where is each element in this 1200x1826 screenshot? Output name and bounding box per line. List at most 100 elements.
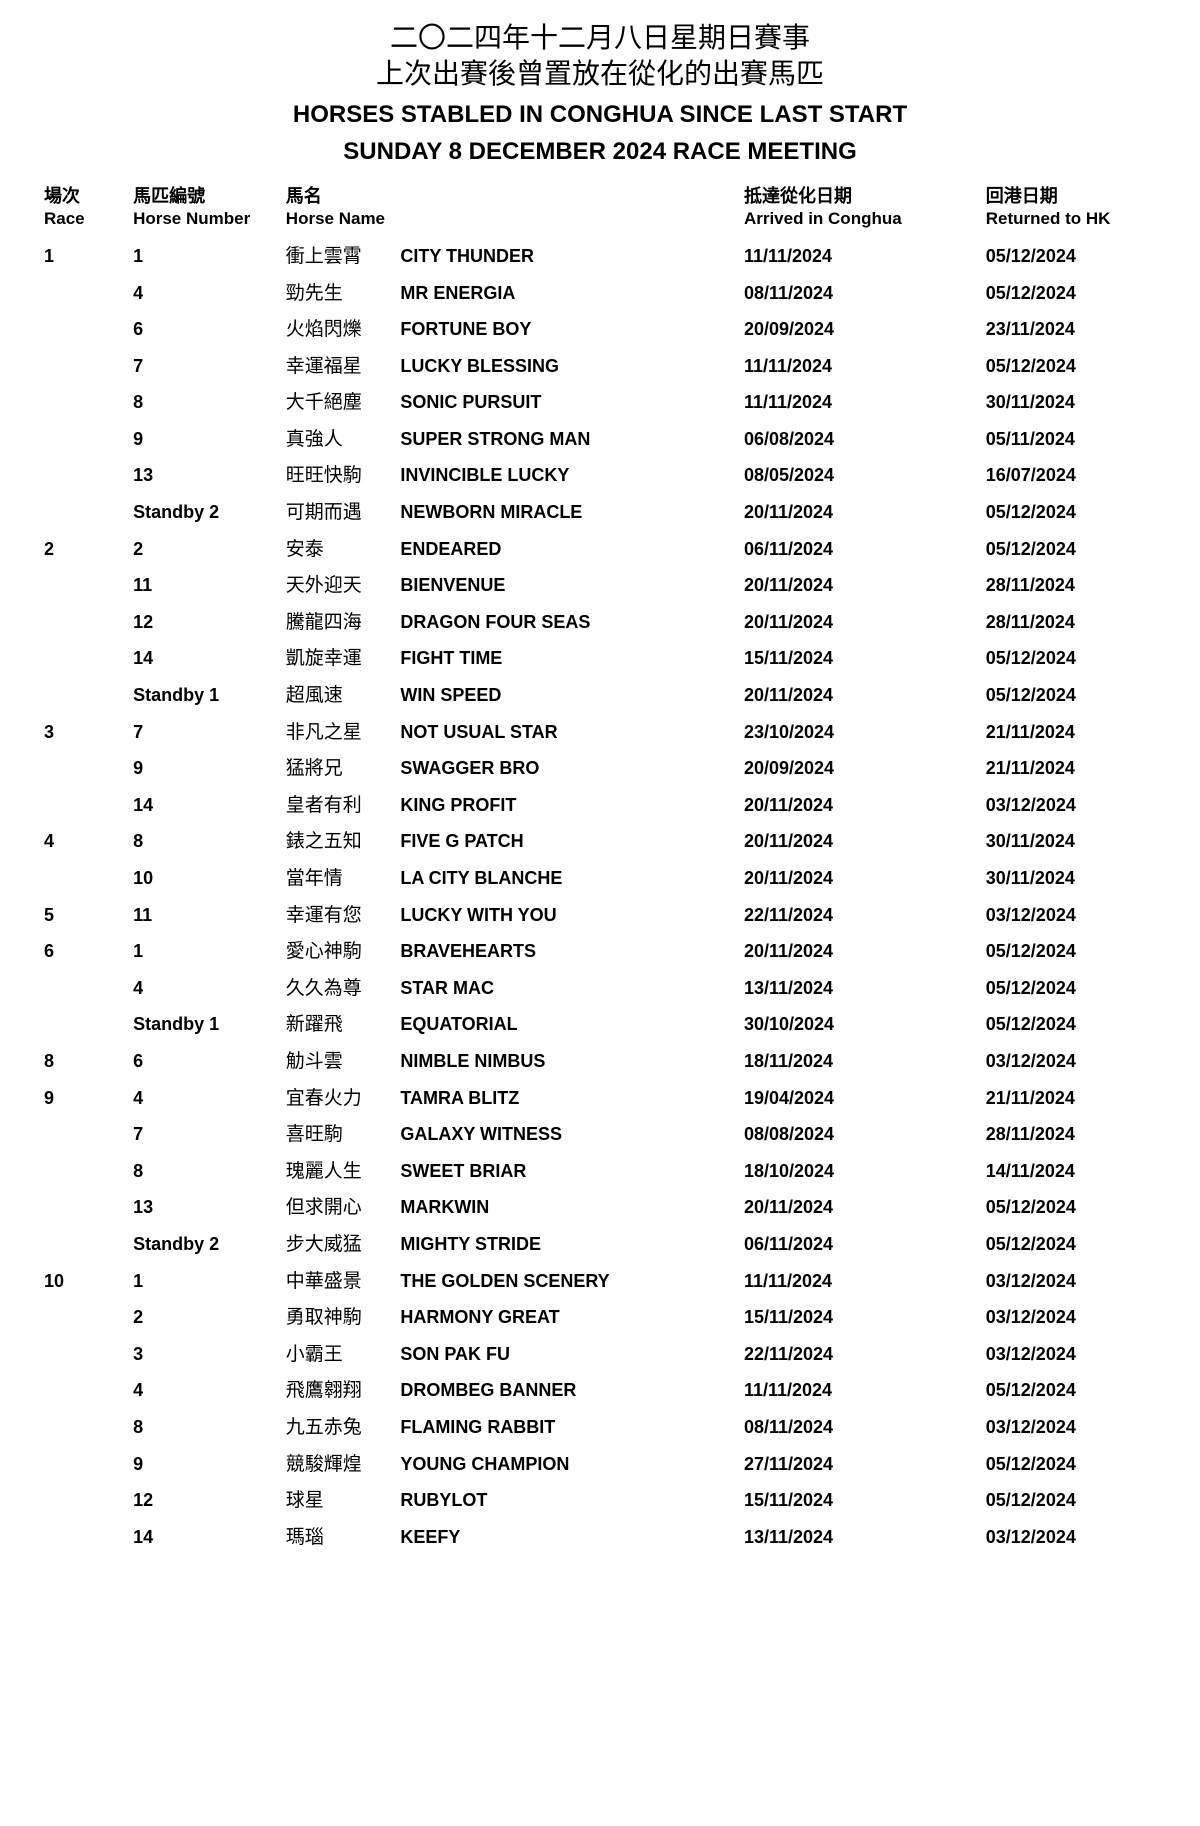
table-row: 9猛將兄SWAGGER BRO20/09/202421/11/2024 [40, 751, 1160, 788]
cell-arrived: 11/11/2024 [740, 1264, 982, 1301]
cell-number: Standby 1 [129, 1007, 282, 1044]
cell-name-en: HARMONY GREAT [396, 1300, 740, 1337]
cell-number: 2 [129, 1300, 282, 1337]
cell-name-en: THE GOLDEN SCENERY [396, 1264, 740, 1301]
cell-number: 7 [129, 349, 282, 386]
cell-name-zh: 超風速 [282, 678, 397, 715]
cell-number: 4 [129, 971, 282, 1008]
cell-name-en: BIENVENUE [396, 568, 740, 605]
table-row: Standby 1超風速WIN SPEED20/11/202405/12/202… [40, 678, 1160, 715]
cell-name-en: LA CITY BLANCHE [396, 861, 740, 898]
table-row: 37非凡之星NOT USUAL STAR23/10/202421/11/2024 [40, 715, 1160, 752]
cell-number: 12 [129, 605, 282, 642]
cell-arrived: 15/11/2024 [740, 1300, 982, 1337]
cell-arrived: 15/11/2024 [740, 1483, 982, 1520]
cell-race: 4 [40, 824, 129, 861]
header-race: 場次 Race [40, 179, 129, 239]
cell-name-zh: 喜旺駒 [282, 1117, 397, 1154]
cell-number: 3 [129, 1337, 282, 1374]
cell-returned: 05/12/2024 [982, 276, 1160, 313]
cell-returned: 03/12/2024 [982, 788, 1160, 825]
cell-name-en: DRAGON FOUR SEAS [396, 605, 740, 642]
cell-returned: 03/12/2024 [982, 1044, 1160, 1081]
cell-arrived: 06/08/2024 [740, 422, 982, 459]
title-zh-line2: 上次出賽後曾置放在從化的出賽馬匹 [40, 56, 1160, 92]
cell-name-zh: 飛鷹翱翔 [282, 1373, 397, 1410]
table-row: Standby 1新躍飛EQUATORIAL30/10/202405/12/20… [40, 1007, 1160, 1044]
cell-returned: 05/12/2024 [982, 1007, 1160, 1044]
cell-arrived: 08/05/2024 [740, 458, 982, 495]
cell-name-zh: 錶之五知 [282, 824, 397, 861]
cell-name-en: ENDEARED [396, 532, 740, 569]
title-en-line2: SUNDAY 8 DECEMBER 2024 RACE MEETING [40, 136, 1160, 167]
cell-race [40, 1337, 129, 1374]
cell-name-en: MARKWIN [396, 1190, 740, 1227]
cell-race [40, 349, 129, 386]
cell-returned: 05/12/2024 [982, 1447, 1160, 1484]
header-returned: 回港日期 Returned to HK [982, 179, 1160, 239]
cell-name-en: LUCKY BLESSING [396, 349, 740, 386]
cell-number: 8 [129, 1154, 282, 1191]
cell-arrived: 20/11/2024 [740, 495, 982, 532]
cell-name-zh: 新躍飛 [282, 1007, 397, 1044]
cell-name-zh: 幸運有您 [282, 898, 397, 935]
cell-name-zh: 非凡之星 [282, 715, 397, 752]
cell-number: 4 [129, 1081, 282, 1118]
cell-name-en: BRAVEHEARTS [396, 934, 740, 971]
cell-arrived: 08/11/2024 [740, 1410, 982, 1447]
cell-race [40, 568, 129, 605]
cell-arrived: 20/11/2024 [740, 605, 982, 642]
table-row: Standby 2步大威猛MIGHTY STRIDE06/11/202405/1… [40, 1227, 1160, 1264]
cell-returned: 30/11/2024 [982, 824, 1160, 861]
cell-race: 3 [40, 715, 129, 752]
table-row: 6火焰閃爍FORTUNE BOY20/09/202423/11/2024 [40, 312, 1160, 349]
table-row: 10當年情LA CITY BLANCHE20/11/202430/11/2024 [40, 861, 1160, 898]
cell-returned: 05/12/2024 [982, 934, 1160, 971]
cell-returned: 03/12/2024 [982, 1337, 1160, 1374]
table-row: 14瑪瑙KEEFY13/11/202403/12/2024 [40, 1520, 1160, 1557]
page-title-block: 二〇二四年十二月八日星期日賽事 上次出賽後曾置放在從化的出賽馬匹 HORSES … [40, 20, 1160, 167]
table-row: 12球星RUBYLOT15/11/202405/12/2024 [40, 1483, 1160, 1520]
cell-race [40, 1300, 129, 1337]
header-arrived-en: Arrived in Conghua [744, 208, 978, 229]
cell-name-en: NOT USUAL STAR [396, 715, 740, 752]
cell-returned: 05/12/2024 [982, 1190, 1160, 1227]
table-row: 9真強人SUPER STRONG MAN06/08/202405/11/2024 [40, 422, 1160, 459]
cell-arrived: 08/11/2024 [740, 276, 982, 313]
table-row: 13但求開心MARKWIN20/11/202405/12/2024 [40, 1190, 1160, 1227]
cell-returned: 03/12/2024 [982, 1264, 1160, 1301]
cell-name-en: SONIC PURSUIT [396, 385, 740, 422]
title-zh-line1: 二〇二四年十二月八日星期日賽事 [40, 20, 1160, 56]
cell-number: Standby 2 [129, 495, 282, 532]
cell-name-en: INVINCIBLE LUCKY [396, 458, 740, 495]
cell-arrived: 30/10/2024 [740, 1007, 982, 1044]
cell-race [40, 276, 129, 313]
table-row: 511幸運有您LUCKY WITH YOU22/11/202403/12/202… [40, 898, 1160, 935]
cell-arrived: 13/11/2024 [740, 1520, 982, 1557]
cell-number: 6 [129, 312, 282, 349]
title-en-line1: HORSES STABLED IN CONGHUA SINCE LAST STA… [40, 99, 1160, 130]
cell-name-zh: 天外迎天 [282, 568, 397, 605]
cell-name-zh: 火焰閃爍 [282, 312, 397, 349]
cell-race [40, 1117, 129, 1154]
cell-number: 4 [129, 276, 282, 313]
cell-arrived: 18/11/2024 [740, 1044, 982, 1081]
cell-returned: 05/12/2024 [982, 495, 1160, 532]
cell-name-zh: 九五赤兔 [282, 1410, 397, 1447]
cell-number: 7 [129, 1117, 282, 1154]
cell-returned: 21/11/2024 [982, 1081, 1160, 1118]
cell-name-en: FIVE G PATCH [396, 824, 740, 861]
header-arrived: 抵達從化日期 Arrived in Conghua [740, 179, 982, 239]
cell-returned: 03/12/2024 [982, 1520, 1160, 1557]
cell-number: 1 [129, 934, 282, 971]
cell-name-en: SWAGGER BRO [396, 751, 740, 788]
cell-number: 11 [129, 568, 282, 605]
cell-returned: 05/12/2024 [982, 239, 1160, 276]
cell-returned: 05/12/2024 [982, 1373, 1160, 1410]
cell-name-en: SUPER STRONG MAN [396, 422, 740, 459]
cell-race: 9 [40, 1081, 129, 1118]
cell-arrived: 20/11/2024 [740, 678, 982, 715]
table-row: 86觔斗雲NIMBLE NIMBUS18/11/202403/12/2024 [40, 1044, 1160, 1081]
cell-name-zh: 凱旋幸運 [282, 641, 397, 678]
cell-number: 6 [129, 1044, 282, 1081]
